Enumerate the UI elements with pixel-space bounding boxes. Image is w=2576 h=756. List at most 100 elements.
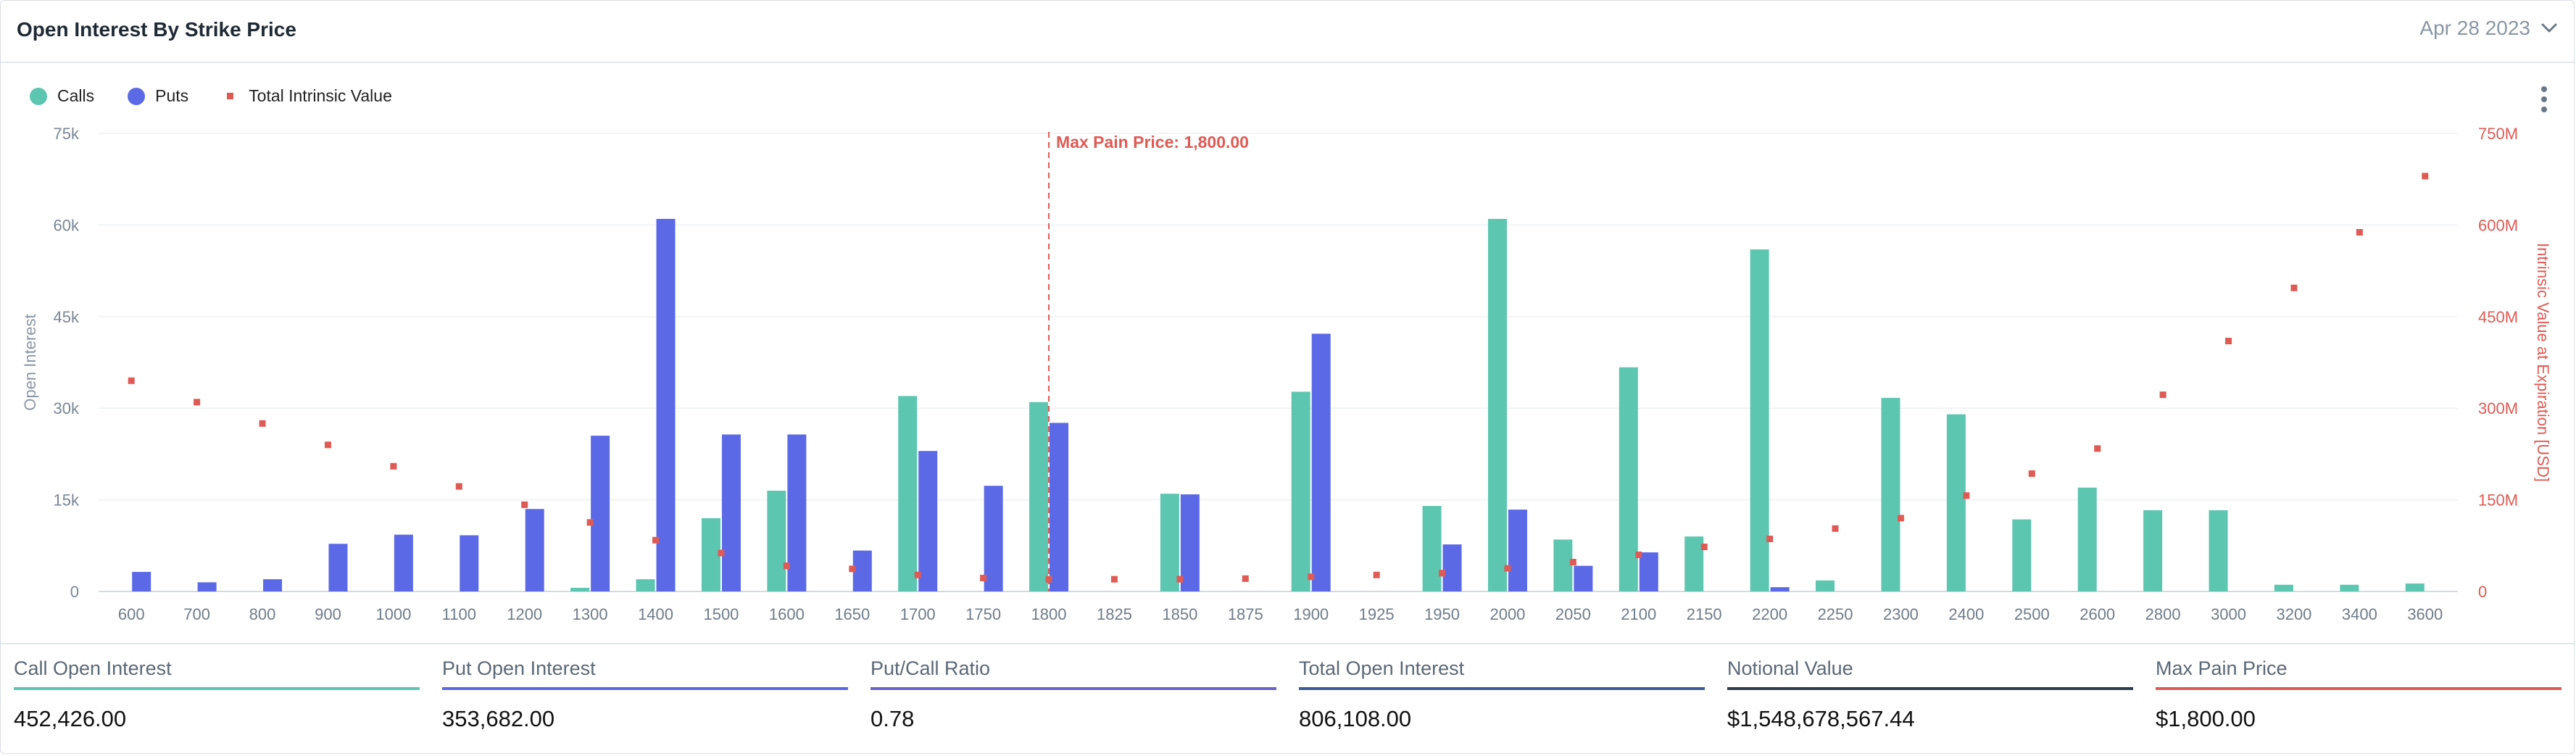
intrinsic-value-marker — [1439, 570, 1446, 577]
intrinsic-value-marker — [194, 399, 201, 406]
y-left-tick-label: 45k — [54, 308, 80, 326]
put-bar — [656, 218, 676, 591]
x-tick-label: 2600 — [2080, 605, 2115, 623]
stat-label: Notional Value — [1727, 657, 2133, 690]
call-bar — [2405, 583, 2425, 591]
more-options-icon[interactable] — [2539, 86, 2549, 112]
x-tick-label: 2100 — [1621, 605, 1656, 623]
intrinsic-value-marker — [2225, 338, 2232, 345]
x-tick-label: 700 — [183, 605, 210, 623]
call-bar — [1553, 539, 1573, 591]
x-tick-label: 1650 — [834, 605, 870, 623]
x-tick-label: 1825 — [1097, 605, 1132, 623]
stat-put-call-ratio: Put/Call Ratio 0.78 — [871, 657, 1276, 732]
intrinsic-value-marker — [1569, 559, 1576, 566]
call-bar — [1619, 367, 1638, 591]
legend-swatch-puts — [128, 87, 146, 105]
y-left-tick-label: 15k — [54, 491, 80, 510]
intrinsic-value-marker — [2159, 391, 2166, 399]
y-right-tick-label: 0 — [2478, 583, 2487, 601]
put-bar — [394, 534, 413, 591]
max-pain-label: Max Pain Price: 1,800.00 — [1056, 133, 1249, 151]
intrinsic-value-marker — [2290, 284, 2298, 291]
x-tick-label: 1200 — [507, 605, 542, 623]
stat-notional-value: Notional Value $1,548,678,567.44 — [1727, 657, 2133, 732]
call-bar — [2340, 584, 2359, 591]
x-tick-label: 2500 — [2014, 605, 2050, 623]
put-bar — [460, 535, 479, 591]
x-tick-label: 1300 — [573, 605, 608, 623]
call-bar — [2209, 510, 2228, 591]
legend-item-calls[interactable]: Calls — [30, 86, 94, 106]
put-bar — [328, 544, 348, 591]
intrinsic-value-marker — [1897, 515, 1904, 522]
x-tick-label: 1700 — [900, 605, 936, 623]
x-tick-label: 1950 — [1424, 605, 1460, 623]
put-bar — [1180, 494, 1200, 591]
card-header: Open Interest By Strike Price Apr 28 202… — [1, 1, 2574, 63]
x-tick-label: 1750 — [965, 605, 1001, 623]
stat-total-open-interest: Total Open Interest 806,108.00 — [1299, 657, 1705, 732]
intrinsic-value-marker — [2028, 470, 2035, 477]
x-tick-label: 1400 — [638, 605, 673, 623]
x-tick-label: 1875 — [1228, 605, 1263, 623]
call-bar — [1487, 218, 1507, 591]
date-selector[interactable]: Apr 28 2023 — [2419, 17, 2558, 40]
intrinsic-value-marker — [586, 519, 594, 526]
x-tick-label: 2300 — [1883, 605, 1919, 623]
intrinsic-value-marker — [1766, 536, 1774, 543]
x-tick-label: 900 — [315, 605, 341, 623]
y-right-tick-label: 600M — [2478, 216, 2518, 234]
x-tick-label: 3400 — [2342, 605, 2377, 623]
call-bar — [1422, 506, 1442, 591]
x-tick-label: 2250 — [1818, 605, 1853, 623]
stat-value: 452,426.00 — [14, 706, 127, 731]
x-tick-label: 1900 — [1293, 605, 1329, 623]
stats-bar: Call Open Interest 452,426.00 Put Open I… — [1, 643, 2574, 756]
call-bar — [1816, 580, 1835, 591]
stat-value: 806,108.00 — [1299, 706, 1412, 731]
put-bar — [984, 486, 1003, 591]
intrinsic-value-marker — [2422, 173, 2429, 180]
put-bar — [1639, 552, 1658, 591]
intrinsic-value-marker — [1700, 543, 1708, 550]
call-bar — [1881, 397, 1900, 591]
put-bar — [852, 550, 872, 591]
intrinsic-value-marker — [849, 565, 856, 573]
call-bar — [767, 490, 786, 591]
x-tick-label: 600 — [118, 605, 145, 623]
call-bar — [2012, 519, 2032, 591]
intrinsic-value-marker — [652, 536, 660, 544]
x-tick-label: 1100 — [442, 605, 476, 623]
x-tick-label: 2400 — [1948, 605, 1984, 623]
intrinsic-value-marker — [2094, 445, 2101, 452]
stat-value: 353,682.00 — [442, 706, 555, 731]
intrinsic-value-marker — [2356, 229, 2363, 236]
y-left-axis-title: Open Interest — [21, 314, 39, 410]
legend-item-puts[interactable]: Puts — [128, 86, 188, 106]
call-bar — [1750, 249, 1769, 591]
intrinsic-value-marker — [259, 420, 266, 427]
call-bar — [1160, 494, 1179, 591]
intrinsic-value-marker — [1963, 492, 1970, 499]
put-bar — [1311, 333, 1331, 591]
call-bar — [570, 587, 590, 591]
stat-label: Put/Call Ratio — [871, 657, 1276, 690]
intrinsic-value-marker — [1373, 571, 1380, 578]
call-bar — [898, 396, 918, 591]
put-bar — [591, 436, 610, 591]
stat-label: Total Open Interest — [1299, 657, 1705, 690]
x-tick-label: 1850 — [1162, 605, 1197, 623]
intrinsic-value-marker — [1635, 551, 1642, 558]
put-bar — [1442, 544, 1462, 591]
x-tick-label: 1925 — [1359, 605, 1395, 623]
intrinsic-value-marker — [521, 501, 528, 508]
x-tick-label: 800 — [249, 605, 276, 623]
card-title: Open Interest By Strike Price — [17, 18, 296, 41]
intrinsic-value-marker — [783, 562, 790, 570]
x-tick-label: 3200 — [2276, 605, 2311, 623]
intrinsic-value-marker — [914, 571, 921, 578]
date-selector-value: Apr 28 2023 — [2419, 17, 2530, 39]
legend-item-intrinsic-value[interactable]: Total Intrinsic Value — [222, 86, 392, 106]
